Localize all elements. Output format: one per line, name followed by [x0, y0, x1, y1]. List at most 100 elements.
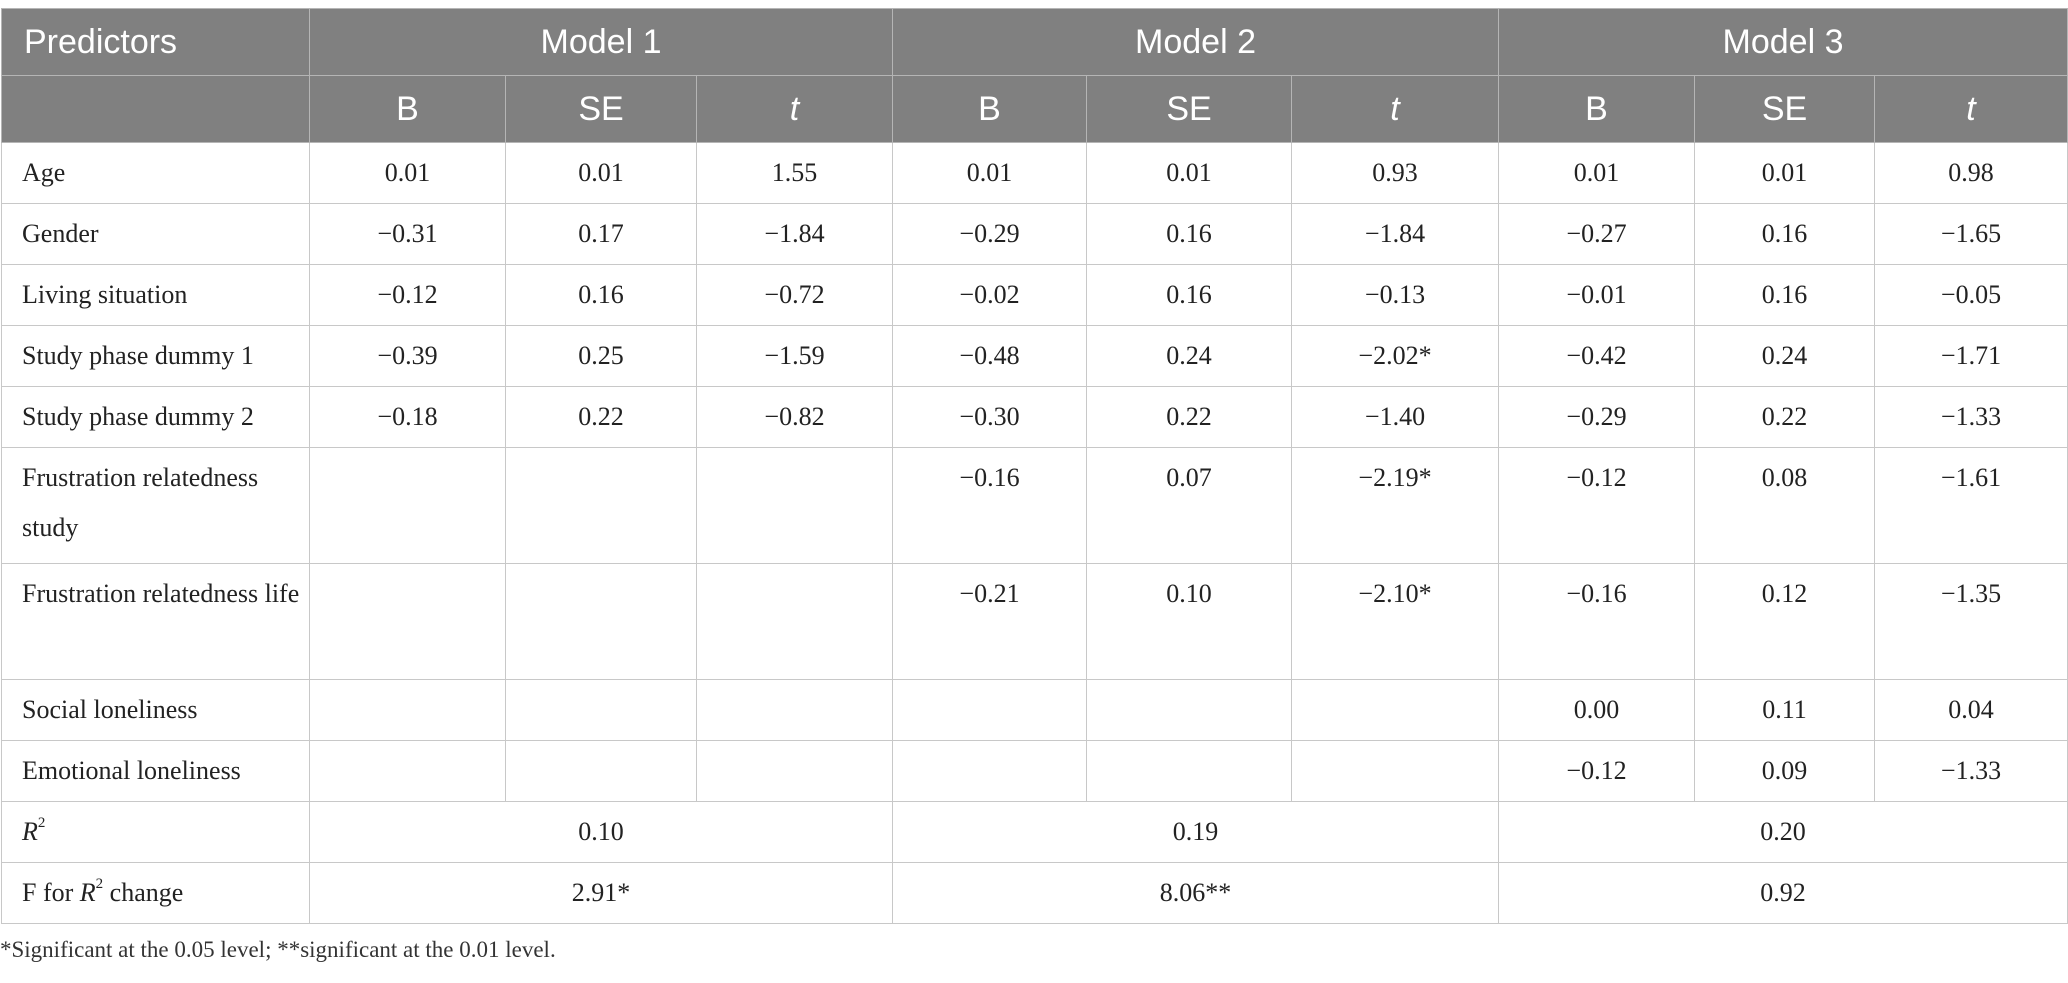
cell	[696, 740, 893, 802]
header-b: B	[1498, 75, 1695, 143]
table-row-study-phase-dummy-1: Study phase dummy 1 −0.39 0.25 −1.59 −0.…	[1, 325, 2068, 387]
cell: 0.98	[1874, 142, 2068, 204]
cell	[309, 447, 506, 564]
cell: −0.48	[892, 325, 1087, 387]
cell: −1.33	[1874, 386, 2068, 448]
cell	[892, 679, 1087, 741]
cell: 0.17	[505, 203, 697, 265]
cell	[1291, 679, 1499, 741]
cell: −2.10*	[1291, 563, 1499, 680]
header-b: B	[892, 75, 1087, 143]
regression-table: Predictors Model 1 Model 2 Model 3 B SE …	[1, 8, 2068, 924]
cell	[505, 563, 697, 680]
cell: −0.42	[1498, 325, 1695, 387]
cell	[309, 740, 506, 802]
cell: 0.24	[1086, 325, 1292, 387]
table-row-study-phase-dummy-2: Study phase dummy 2 −0.18 0.22 −0.82 −0.…	[1, 386, 2068, 448]
cell: −0.82	[696, 386, 893, 448]
cell	[696, 563, 893, 680]
cell: −1.71	[1874, 325, 2068, 387]
table-wrapper: Predictors Model 1 Model 2 Model 3 B SE …	[0, 8, 2068, 924]
cell: −1.84	[1291, 203, 1499, 265]
cell: −1.84	[696, 203, 893, 265]
cell	[892, 740, 1087, 802]
cell: −0.18	[309, 386, 506, 448]
cell: −0.29	[1498, 386, 1695, 448]
cell: 0.24	[1694, 325, 1875, 387]
cell: 0.16	[1086, 264, 1292, 326]
r-squared-model-1: 0.10	[309, 801, 893, 863]
cell: −0.21	[892, 563, 1087, 680]
f-change-model-3: 0.92	[1498, 862, 2068, 924]
cell	[696, 447, 893, 564]
cell: 0.01	[892, 142, 1087, 204]
label-part: F for	[22, 878, 80, 907]
header-t: t	[1874, 75, 2068, 143]
cell: −0.16	[1498, 563, 1695, 680]
cell: −0.01	[1498, 264, 1695, 326]
cell	[1086, 740, 1292, 802]
header-se: SE	[505, 75, 697, 143]
cell	[309, 563, 506, 680]
table-row-age: Age 0.01 0.01 1.55 0.01 0.01 0.93 0.01 0…	[1, 142, 2068, 204]
cell: −0.29	[892, 203, 1087, 265]
header-model-3: Model 3	[1498, 8, 2068, 76]
r-symbol: R	[22, 817, 38, 846]
row-label: Study phase dummy 2	[1, 386, 310, 448]
cell: −0.39	[309, 325, 506, 387]
cell: 0.11	[1694, 679, 1875, 741]
row-label-r-squared: R2	[1, 801, 310, 863]
cell: 0.22	[505, 386, 697, 448]
cell: −0.13	[1291, 264, 1499, 326]
row-label: Emotional loneliness	[1, 740, 310, 802]
cell: 0.22	[1086, 386, 1292, 448]
cell: −0.05	[1874, 264, 2068, 326]
header-se: SE	[1086, 75, 1292, 143]
header-se: SE	[1694, 75, 1875, 143]
cell: 0.01	[505, 142, 697, 204]
table-row-f-change: F for R2 change 2.91* 8.06** 0.92	[1, 862, 2068, 924]
cell	[1086, 679, 1292, 741]
label-part: change	[103, 878, 184, 907]
cell: −0.27	[1498, 203, 1695, 265]
row-label-f-change: F for R2 change	[1, 862, 310, 924]
cell: 0.08	[1694, 447, 1875, 564]
cell: 0.09	[1694, 740, 1875, 802]
cell: −0.12	[309, 264, 506, 326]
table-row-gender: Gender −0.31 0.17 −1.84 −0.29 0.16 −1.84…	[1, 203, 2068, 265]
header-predictors: Predictors	[1, 8, 310, 76]
r-squared-model-2: 0.19	[892, 801, 1499, 863]
cell: −2.02*	[1291, 325, 1499, 387]
cell: −0.02	[892, 264, 1087, 326]
cell	[696, 679, 893, 741]
cell	[505, 740, 697, 802]
table-row-social-loneliness: Social loneliness 0.00 0.11 0.04	[1, 679, 2068, 741]
cell: 0.16	[1694, 264, 1875, 326]
cell: −0.12	[1498, 740, 1695, 802]
cell: −1.65	[1874, 203, 2068, 265]
cell: −0.31	[309, 203, 506, 265]
cell: 0.16	[1086, 203, 1292, 265]
header-t: t	[696, 75, 893, 143]
cell: 0.93	[1291, 142, 1499, 204]
cell: −1.61	[1874, 447, 2068, 564]
cell: −1.40	[1291, 386, 1499, 448]
header-blank	[1, 75, 310, 143]
cell: 0.01	[1086, 142, 1292, 204]
row-label: Living situation	[1, 264, 310, 326]
cell: 0.22	[1694, 386, 1875, 448]
cell: −0.16	[892, 447, 1087, 564]
cell: 0.04	[1874, 679, 2068, 741]
table-row-frustration-relatedness-life: Frustration relatedness life −0.21 0.10 …	[1, 563, 2068, 680]
superscript-2: 2	[37, 815, 46, 832]
cell: −1.59	[696, 325, 893, 387]
row-label: Age	[1, 142, 310, 204]
row-label: Frustration relatedness study	[1, 447, 310, 564]
cell: 0.16	[1694, 203, 1875, 265]
cell	[1291, 740, 1499, 802]
r-symbol: R	[79, 878, 96, 907]
header-model-1: Model 1	[309, 8, 893, 76]
row-label: Social loneliness	[1, 679, 310, 741]
f-change-model-2: 8.06**	[892, 862, 1499, 924]
cell: 0.12	[1694, 563, 1875, 680]
